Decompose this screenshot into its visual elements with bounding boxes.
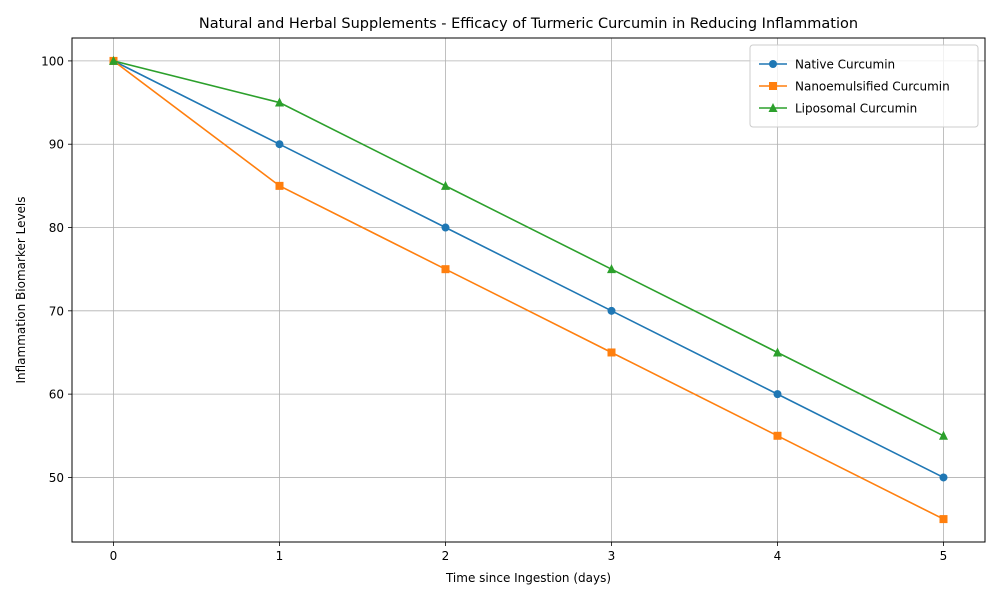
data-point [773,347,782,357]
series-2 [109,55,948,440]
data-point [607,264,616,274]
data-point [607,306,616,315]
series-layer [109,55,948,524]
x-tick-label: 3 [608,549,616,563]
data-point [773,390,782,399]
data-point [939,473,948,482]
data-point [939,430,948,440]
data-point [275,140,284,149]
data-point [441,223,450,232]
data-point [441,265,450,274]
data-point [939,515,948,524]
legend-item: Nanoemulsified Curcumin [759,80,950,94]
data-point [275,97,284,107]
series-line [113,60,944,520]
series-line [113,60,944,479]
data-point [607,348,616,357]
data-point [275,181,284,190]
y-tick-label: 90 [49,138,64,152]
axis-ticks: 0 1 2 3 4 5 50 60 70 80 90 100 [41,54,947,563]
y-tick-label: 100 [41,54,64,68]
legend-item: Liposomal Curcumin [759,102,917,116]
legend-box [749,44,979,128]
legend-label: Liposomal Curcumin [795,102,917,116]
data-point [773,431,782,440]
y-tick-label: 70 [49,304,64,318]
x-tick-label: 5 [940,549,948,563]
plot-area-frame [71,37,986,543]
legend-item: Native Curcumin [759,58,895,72]
legend: Native Curcumin Nanoemulsified Curcumin Li… [749,44,979,128]
data-point [109,55,118,65]
legend-label: Nanoemulsified Curcumin [795,80,950,94]
y-tick-label: 80 [49,221,64,235]
legend-swatch-marker [769,60,777,68]
y-axis-label: Inflammation Biomarker Levels [14,196,28,383]
y-tick-label: 60 [49,388,64,402]
chart-title: Natural and Herbal Supplements - Efficac… [199,16,858,32]
legend-label: Native Curcumin [795,58,895,72]
x-tick-label: 0 [110,549,118,563]
series-line [113,60,944,437]
x-tick-label: 1 [276,549,284,563]
legend-swatch-marker [768,103,778,112]
legend-swatch-marker [769,82,777,90]
x-tick-label: 4 [774,549,782,563]
y-tick-label: 50 [49,471,64,485]
data-point [441,180,450,190]
x-tick-label: 2 [442,549,450,563]
x-axis-label: Time since Ingestion (days) [445,571,611,585]
